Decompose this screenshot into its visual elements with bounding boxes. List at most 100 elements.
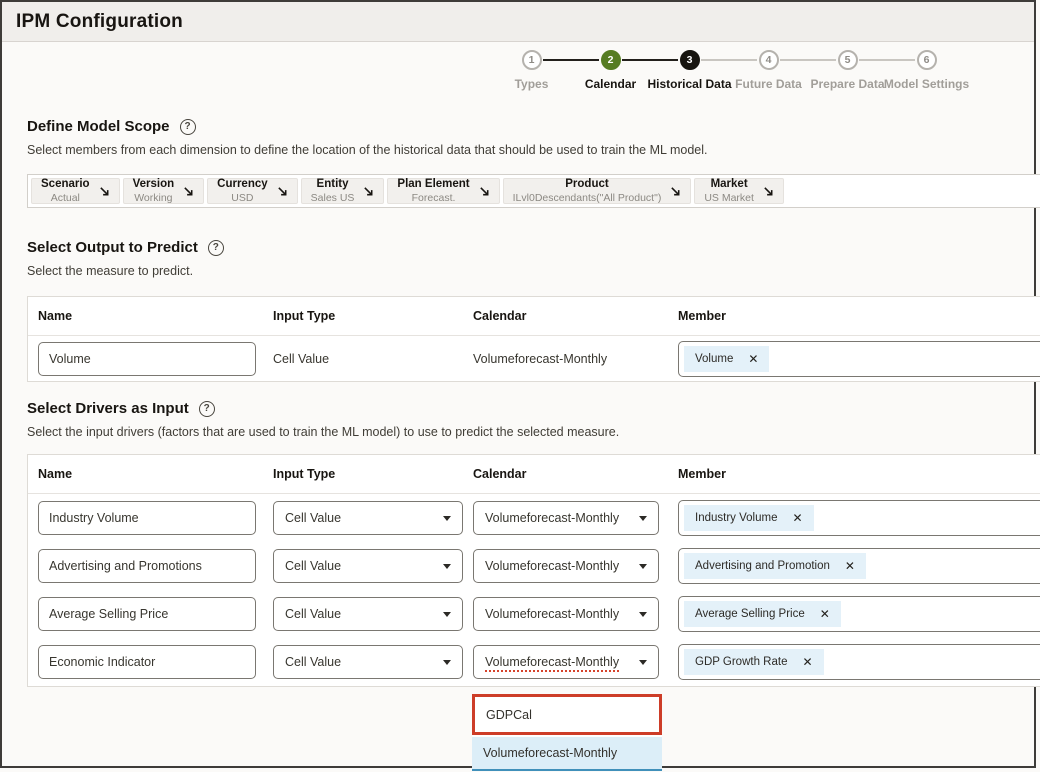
wizard-stepper: 1 Types 2 Calendar 3 Historical Data 4 F… (492, 50, 970, 91)
dimension-name: Market (710, 178, 748, 191)
member-chip: Advertising and Promotion ✕ (684, 553, 866, 579)
dimension-name: Plan Element (397, 178, 470, 191)
step-types[interactable]: 1 Types (492, 50, 571, 91)
output-table-row: Cell Value Volumeforecast-Monthly Volume… (28, 336, 1040, 381)
step-model-settings[interactable]: 6 Model Settings (859, 50, 970, 91)
dimension-tile-entity[interactable]: Entity Sales US (300, 178, 385, 204)
driver-member-field[interactable]: Advertising and Promotion ✕ (678, 548, 1040, 584)
drivers-description: Select the input drivers (factors that a… (27, 425, 620, 439)
dimension-tile-product[interactable]: Product ILvl0Descendants("All Product") (502, 178, 692, 204)
dropdown-option-gdpcal[interactable]: GDPCal (486, 707, 532, 722)
column-header-input-type: Input Type (273, 309, 336, 323)
member-chip: Average Selling Price ✕ (684, 601, 841, 627)
driver-member-field[interactable]: Industry Volume ✕ (678, 500, 1040, 536)
member-chip: Industry Volume ✕ (684, 505, 814, 531)
member-chip: GDP Growth Rate ✕ (684, 649, 824, 675)
calendar-select-open[interactable]: Volumeforecast-Monthly (473, 645, 659, 679)
column-header-calendar: Calendar (473, 309, 527, 323)
driver-member-field[interactable]: GDP Growth Rate ✕ (678, 644, 1040, 680)
dimension-tile-plan-element[interactable]: Plan Element Forecast. (387, 178, 500, 204)
member-chip-label: Volume (695, 352, 734, 365)
member-selector-arrow-icon (763, 186, 774, 197)
dimension-member: USD (231, 191, 254, 204)
driver-name-input[interactable] (38, 549, 256, 583)
driver-name-input[interactable] (38, 597, 256, 631)
column-header-member: Member (678, 309, 726, 323)
output-member-field[interactable]: Volume ✕ (678, 340, 1040, 377)
step-label: Future Data (735, 77, 802, 91)
dimension-tile-currency[interactable]: Currency USD (207, 178, 298, 204)
chevron-down-icon (639, 515, 647, 521)
output-input-type-value: Cell Value (273, 351, 330, 366)
calendar-value: Volumeforecast-Monthly (485, 655, 620, 669)
step-future-data[interactable]: 4 Future Data (701, 50, 808, 91)
dimension-tile-market[interactable]: Market US Market (694, 178, 784, 204)
driver-member-field[interactable]: Average Selling Price ✕ (678, 596, 1040, 632)
input-type-select[interactable]: Cell Value (273, 501, 463, 535)
input-type-select[interactable]: Cell Value (273, 597, 463, 631)
driver-row-industry-volume: Cell Value Volumeforecast-Monthly Indust… (28, 494, 1040, 542)
output-description: Select the measure to predict. (27, 264, 194, 278)
member-selector-arrow-icon (670, 186, 681, 197)
drivers-table: Name Input Type Calendar Member Cell Val… (27, 454, 1040, 687)
driver-name-input[interactable] (38, 645, 256, 679)
step-historical-data[interactable]: 3 Historical Data (622, 50, 732, 91)
help-icon[interactable]: ? (198, 400, 215, 417)
calendar-value: Volumeforecast-Monthly (485, 511, 620, 525)
chevron-down-icon (443, 611, 451, 617)
calendar-select[interactable]: Volumeforecast-Monthly (473, 597, 659, 631)
remove-member-icon[interactable]: ✕ (802, 655, 813, 669)
chevron-down-icon (443, 563, 451, 569)
calendar-value: Volumeforecast-Monthly (485, 559, 620, 573)
calendar-dropdown-list: GDPCal Volumeforecast-Monthly (472, 694, 662, 771)
input-type-value: Cell Value (285, 559, 342, 573)
column-header-name: Name (38, 467, 73, 481)
column-header-member: Member (678, 467, 726, 481)
remove-member-icon[interactable]: ✕ (748, 351, 759, 366)
output-table-header: Name Input Type Calendar Member (28, 297, 1040, 336)
remove-member-icon[interactable]: ✕ (792, 511, 803, 525)
step-circle: 2 (600, 50, 621, 70)
remove-member-icon[interactable]: ✕ (819, 607, 830, 621)
input-type-value: Cell Value (285, 511, 342, 525)
input-type-value: Cell Value (285, 607, 342, 621)
help-icon[interactable]: ? (207, 239, 224, 256)
driver-name-input[interactable] (38, 501, 256, 535)
calendar-select[interactable]: Volumeforecast-Monthly (473, 549, 659, 583)
member-selector-arrow-icon (99, 186, 110, 197)
step-label: Model Settings (883, 77, 970, 91)
calendar-select[interactable]: Volumeforecast-Monthly (473, 501, 659, 535)
dimension-tile-scenario[interactable]: Scenario Actual (31, 178, 120, 204)
dimension-tile-version[interactable]: Version Working (122, 178, 205, 204)
dimension-member: ILvl0Descendants("All Product") (512, 191, 662, 204)
member-selector-arrow-icon (277, 186, 288, 197)
annotation-highlight-box: GDPCal (472, 694, 662, 735)
drivers-section-header: Select Drivers as Input ? (27, 400, 1034, 417)
calendar-value: Volumeforecast-Monthly (485, 607, 620, 621)
dimension-name: Product (565, 178, 609, 191)
output-section-header: Select Output to Predict ? (27, 239, 1034, 256)
help-icon[interactable]: ? (179, 118, 196, 135)
dimension-member: Actual (50, 191, 80, 204)
column-header-input-type: Input Type (273, 467, 336, 481)
input-type-select[interactable]: Cell Value (273, 549, 463, 583)
dimension-member: Working (134, 191, 173, 204)
dropdown-option-volumeforecast-monthly[interactable]: Volumeforecast-Monthly (472, 737, 662, 771)
dimension-member: Forecast. (411, 191, 456, 204)
member-chip-label: GDP Growth Rate (695, 656, 788, 668)
step-circle: 4 (758, 50, 779, 70)
window-titlebar: IPM Configuration (2, 2, 1034, 42)
drivers-table-header: Name Input Type Calendar Member (28, 455, 1040, 494)
member-selector-arrow-icon (479, 186, 490, 197)
output-heading: Select Output to Predict (27, 239, 198, 256)
driver-row-economic-indicator: Cell Value Volumeforecast-Monthly GDP Gr… (28, 638, 1040, 686)
input-type-select[interactable]: Cell Value (273, 645, 463, 679)
output-name-input[interactable] (38, 341, 256, 376)
remove-member-icon[interactable]: ✕ (844, 559, 855, 573)
step-prepare-data[interactable]: 5 Prepare Data (780, 50, 887, 91)
chevron-down-icon (639, 611, 647, 617)
step-calendar[interactable]: 2 Calendar (543, 50, 650, 91)
column-header-name: Name (38, 309, 73, 323)
column-header-calendar: Calendar (473, 467, 527, 481)
driver-row-advertising: Cell Value Volumeforecast-Monthly Advert… (28, 542, 1040, 590)
